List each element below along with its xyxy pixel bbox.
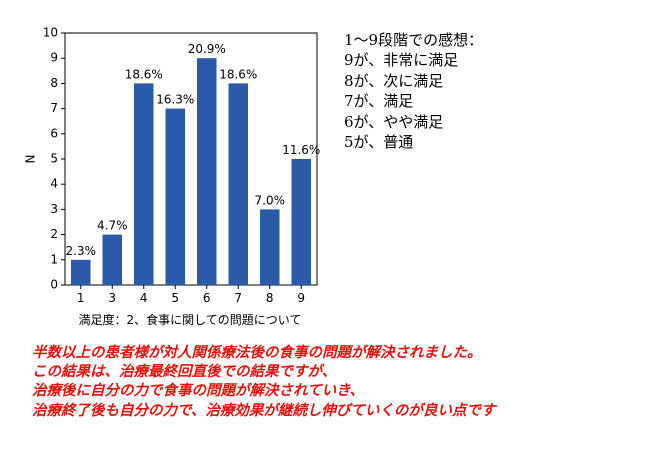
x-axis-label: 満足度：2、食事に関しての問題について	[79, 312, 302, 327]
scale-item-6: 6が、やや満足	[344, 112, 444, 131]
conclusion-line-4: 治療終了後も自分の力で、治療効果が継続し伸びていくのが良い点です	[32, 401, 496, 419]
x-tick-label-8: 8	[266, 291, 274, 305]
conclusion-line-3: 治療後に自分の力で食事の問題が解決されていき、	[32, 382, 365, 400]
data-label-3: 4.7%	[97, 219, 128, 233]
x-tick-label-1: 1	[77, 291, 85, 305]
bar-5	[165, 108, 186, 285]
bar-8	[259, 209, 280, 285]
y-tick-label-10: 10	[43, 26, 58, 40]
data-label-8: 7.0%	[255, 193, 286, 207]
conclusion-line-2: この結果は、治療最終回直後での結果ですが、	[32, 363, 337, 381]
conclusion-text: 半数以上の患者様が対人関係療法後の食事の問題が解決されました。 この結果は、治療…	[32, 343, 644, 420]
x-tick-label-5: 5	[171, 291, 179, 305]
y-tick-label-8: 8	[50, 76, 58, 90]
x-tick-label-4: 4	[140, 291, 148, 305]
data-label-7: 18.6%	[219, 67, 257, 81]
y-tick-label-9: 9	[50, 51, 58, 65]
bar-4	[133, 83, 154, 286]
bar-6	[196, 58, 217, 286]
bar-9	[291, 159, 312, 285]
y-tick-label-4: 4	[50, 177, 58, 191]
data-label-9: 11.6%	[282, 143, 320, 157]
y-tick-label-5: 5	[50, 152, 58, 166]
y-tick-label-6: 6	[50, 126, 58, 140]
x-tick-label-3: 3	[108, 291, 116, 305]
y-tick-label-3: 3	[50, 202, 58, 216]
x-tick-label-7: 7	[234, 291, 242, 305]
y-tick-label-2: 2	[50, 227, 58, 241]
scale-item-5: 5が、普通	[344, 133, 414, 152]
conclusion-line-1: 半数以上の患者様が対人関係療法後の食事の問題が解決されました。	[32, 344, 482, 361]
scale-legend-title: 1～9段階での感想：	[344, 31, 484, 49]
y-tick-label-7: 7	[50, 101, 58, 115]
data-label-5: 16.3%	[156, 93, 194, 107]
bar-3	[102, 234, 123, 285]
y-axis-label: N	[24, 155, 38, 164]
bar-1	[70, 259, 91, 285]
bar-7	[228, 83, 249, 286]
bar-chart: 0 1 2 3 4 5 6 7 8 9 10 1 2.3% 3 4.7% 4 18.6% 5 16.3% 6 20.9%…	[24, 26, 321, 328]
scale-item-8: 8が、次に満足	[344, 71, 444, 90]
data-label-1: 2.3%	[66, 244, 97, 258]
x-tick-label-6: 6	[203, 291, 211, 305]
x-tick-label-9: 9	[297, 291, 305, 305]
y-tick-label-1: 1	[50, 252, 58, 266]
data-label-6: 20.9%	[188, 42, 226, 56]
scale-item-9: 9が、非常に満足	[344, 51, 459, 70]
scale-item-7: 7が、満足	[344, 92, 414, 111]
rating-scale-legend: 1～9段階での感想： 9が、非常に満足 8が、次に満足 7が、満足 6が、やや満…	[344, 30, 483, 152]
y-tick-label-0: 0	[50, 278, 58, 292]
data-label-4: 18.6%	[125, 67, 163, 81]
